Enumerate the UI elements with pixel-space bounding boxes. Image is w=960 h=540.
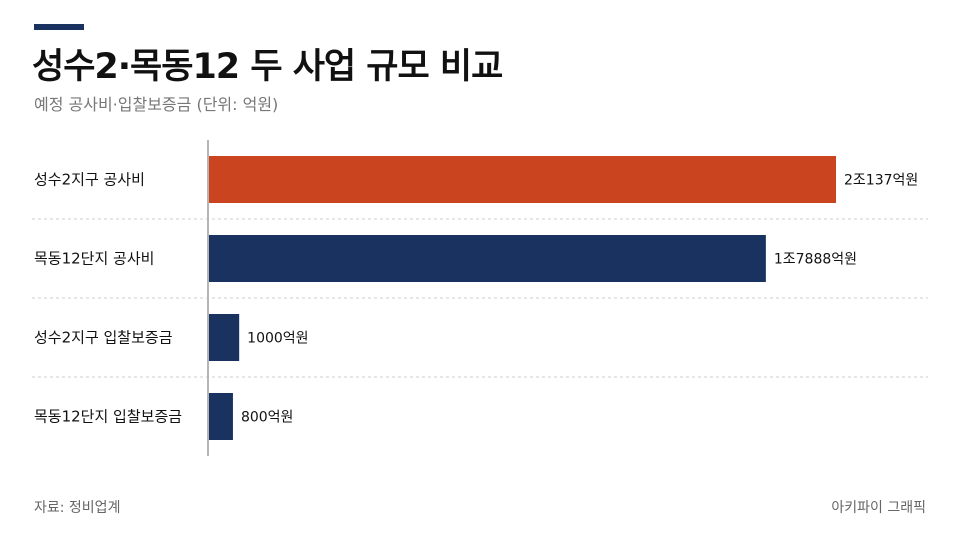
- chart-title: 성수2·목동12 두 사업 규모 비교: [32, 47, 503, 87]
- chart-subtitle: 예정 공사비·입찰보증금 (단위: 억원): [34, 95, 279, 114]
- graphic-credit: 아키파이 그래픽: [831, 500, 926, 516]
- value-label: 1조7888억원: [774, 252, 857, 268]
- title-accent-bar: [34, 24, 84, 30]
- bar: [208, 235, 766, 282]
- category-label: 성수2지구 공사비: [34, 171, 145, 189]
- bar: [208, 314, 240, 361]
- category-label: 목동12단지 입찰보증금: [34, 408, 182, 426]
- value-label: 1000억원: [247, 331, 308, 347]
- bar: [208, 156, 836, 203]
- value-label: 2조137억원: [844, 173, 918, 189]
- value-label: 800억원: [241, 410, 293, 426]
- category-label: 성수2지구 입찰보증금: [34, 329, 173, 347]
- source-note: 자료: 정비업계: [34, 500, 121, 516]
- bar: [208, 393, 233, 440]
- category-label: 목동12단지 공사비: [34, 250, 154, 268]
